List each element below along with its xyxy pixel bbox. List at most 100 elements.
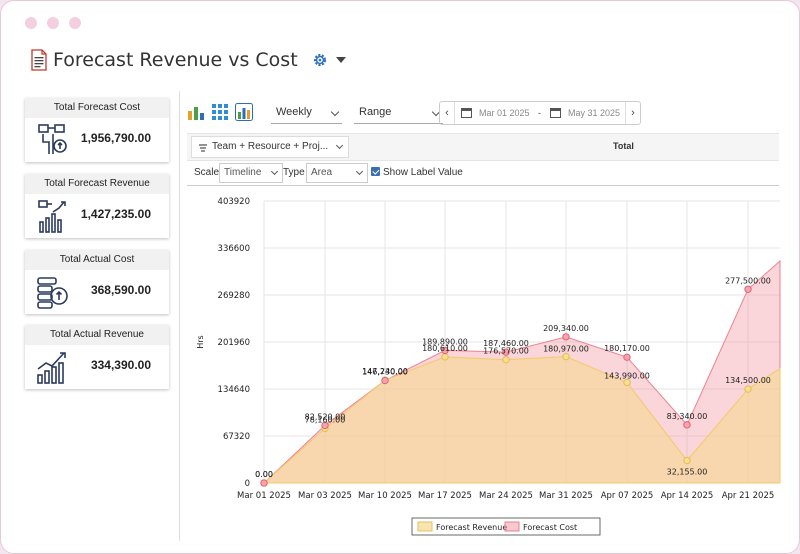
worker-coins-icon — [38, 124, 67, 154]
period-value: Weekly — [276, 105, 312, 118]
x-tick-label: Mar 10 2025 — [358, 491, 412, 501]
header: Forecast Revenue vs Cost — [31, 49, 346, 71]
data-point-forecast-cost — [441, 346, 449, 355]
chart-report-icon[interactable] — [235, 103, 253, 121]
data-point-forecast-revenue — [562, 353, 570, 361]
prev-period-button[interactable]: ‹ — [440, 102, 455, 124]
legend-label-forecast-cost: Forecast Cost — [523, 523, 577, 532]
end-date-input[interactable]: May 31 2025 — [568, 108, 621, 118]
range-value: Range — [359, 105, 392, 118]
grouping-select[interactable]: Team + Resource + Proj... — [191, 136, 349, 158]
data-label-forecast-cost: 82,520.00 — [305, 412, 346, 421]
legend-swatch-forecast-revenue — [417, 521, 433, 532]
toolbar: Weekly Range — [187, 99, 443, 125]
type-label: Type — [283, 167, 305, 178]
window-dot-maximize[interactable] — [69, 17, 81, 29]
legend-label-forecast-revenue: Forecast Revenue — [436, 523, 507, 532]
x-tick-label: Apr 21 2025 — [722, 491, 775, 501]
worker-growth-icon — [38, 200, 66, 233]
y-tick-label: 336600 — [218, 244, 250, 254]
x-tick-label: Mar 24 2025 — [479, 491, 533, 501]
chevron-down-icon — [330, 107, 340, 116]
window-dot-minimize[interactable] — [47, 17, 59, 29]
data-label-forecast-cost: 209,340.00 — [543, 324, 589, 333]
data-point-forecast-cost — [562, 333, 570, 341]
period-select[interactable]: Weekly — [271, 101, 342, 124]
data-label-forecast-revenue: 78,160.00 — [305, 415, 346, 424]
data-point-forecast-cost — [623, 353, 631, 361]
x-tick-label: Mar 17 2025 — [418, 491, 472, 501]
show-label-checkbox[interactable] — [371, 167, 380, 176]
card-value: 334,390.00 — [90, 358, 151, 372]
data-label-forecast-revenue: 176,570.00 — [483, 347, 529, 356]
data-label-forecast-cost: 0.00 — [255, 470, 273, 479]
data-point-forecast-cost — [260, 479, 268, 487]
y-tick-label: 403920 — [218, 197, 250, 207]
data-point-forecast-revenue — [744, 385, 752, 393]
data-point-forecast-revenue — [441, 353, 449, 361]
range-select[interactable]: Range — [354, 101, 443, 124]
data-point-forecast-cost — [321, 421, 329, 430]
grouping-bar: Team + Resource + Proj... Total — [187, 133, 779, 161]
data-point-forecast-cost — [744, 285, 752, 293]
calendar-icon[interactable] — [550, 107, 561, 118]
show-label-text: Show Label Value — [383, 167, 463, 178]
data-label-forecast-revenue: 0.00 — [255, 470, 273, 479]
scale-value: Timeline — [224, 167, 262, 178]
type-value: Area — [311, 167, 333, 178]
scale-label: Scale — [194, 167, 220, 178]
card-value: 1,956,790.00 — [80, 131, 151, 145]
data-point-forecast-cost — [683, 421, 691, 429]
data-point-forecast-revenue — [502, 356, 510, 364]
y-tick-label: 201960 — [218, 338, 250, 348]
card-total-actual-revenue: Total Actual Revenue 334,390.00 — [25, 325, 169, 389]
data-label-forecast-revenue: 143,990.00 — [604, 371, 650, 380]
grouping-value: Team + Resource + Proj... — [212, 141, 329, 152]
y-tick-label: 67320 — [223, 432, 250, 442]
revenue-cost-area-chart: 0 67320 134640 201960 269280 336600 403920 Hrs M… — [196, 197, 781, 536]
chevron-down-icon — [335, 141, 344, 150]
report-document-icon — [31, 49, 47, 71]
legend-swatch-forecast-cost — [504, 521, 520, 532]
chart-options-bar: Scale Timeline Type Area Show Label Valu… — [187, 161, 779, 186]
x-tick-label: Mar 01 2025 — [237, 491, 291, 501]
bar-chart-view-icon[interactable] — [187, 103, 205, 121]
y-tick-label: 0 — [245, 479, 250, 489]
data-point-forecast-revenue — [623, 378, 631, 387]
data-label-forecast-cost: 187,460.00 — [483, 339, 529, 348]
growth-icon — [37, 352, 66, 384]
page-title: Forecast Revenue vs Cost — [53, 49, 298, 71]
data-label-forecast-revenue: 180,970.00 — [543, 345, 589, 354]
chevron-down-icon — [355, 167, 364, 176]
panel-divider — [179, 91, 180, 541]
data-label-forecast-revenue: 147,240.00 — [362, 367, 408, 376]
card-value: 368,590.00 — [90, 283, 151, 297]
chevron-down-icon — [270, 167, 279, 176]
settings-gear-icon[interactable] — [312, 52, 328, 68]
card-label: Total Actual Revenue — [25, 325, 169, 345]
start-date-input[interactable]: Mar 01 2025 — [479, 108, 530, 118]
settings-dropdown-caret-icon[interactable] — [335, 57, 346, 63]
x-tick-label: Apr 14 2025 — [661, 491, 714, 501]
date-separator: - — [538, 108, 541, 118]
calendar-icon[interactable] — [461, 107, 472, 118]
card-total-forecast-revenue: Total Forecast Revenue 1,427,235.00 — [25, 174, 169, 238]
data-label-forecast-revenue: 134,500.00 — [725, 376, 771, 385]
window-controls — [25, 17, 81, 29]
scale-select[interactable]: Timeline — [219, 163, 283, 183]
next-period-button[interactable]: › — [625, 102, 640, 124]
grid-view-icon[interactable] — [211, 103, 229, 121]
series-area-forecast-revenue — [262, 356, 781, 484]
card-label: Total Forecast Revenue — [25, 174, 169, 194]
window-dot-close[interactable] — [25, 17, 37, 29]
data-label-forecast-cost: 146,730.00 — [362, 368, 408, 377]
data-point-forecast-cost — [381, 376, 389, 385]
data-label-forecast-revenue: 32,155.00 — [667, 468, 708, 477]
data-label-forecast-revenue: 180,610.00 — [422, 344, 468, 353]
y-tick-label: 269280 — [218, 291, 250, 301]
data-label-forecast-cost: 277,500.00 — [725, 276, 771, 285]
card-label: Total Forecast Cost — [25, 98, 169, 118]
type-select[interactable]: Area — [306, 163, 368, 183]
date-range-picker: ‹ Mar 01 2025 - May 31 2025 › — [439, 101, 641, 125]
x-tick-label: Mar 03 2025 — [298, 491, 352, 501]
